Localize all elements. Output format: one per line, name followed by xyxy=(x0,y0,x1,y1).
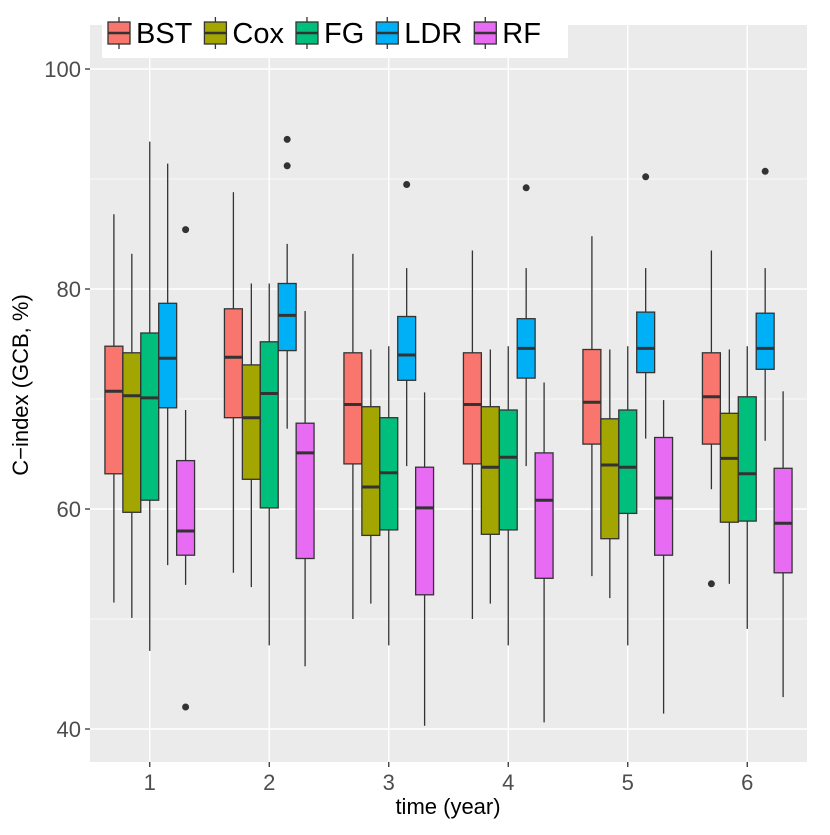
box-LDR-1 xyxy=(158,163,178,566)
box-body xyxy=(397,315,417,381)
box-LDR-5 xyxy=(636,173,656,439)
box-Cox-1 xyxy=(122,253,142,618)
y-tick-label: 60 xyxy=(57,497,81,522)
outlier-point xyxy=(642,173,650,181)
box-body xyxy=(600,418,620,540)
x-tick-label: 2 xyxy=(263,770,275,795)
legend-item-Cox: Cox xyxy=(203,17,284,50)
x-tick-label: 5 xyxy=(622,770,634,795)
box-LDR-6 xyxy=(755,167,775,441)
x-tick-label: 3 xyxy=(383,770,395,795)
box-BST-5 xyxy=(582,236,602,577)
legend: BST Cox FG LDR RF xyxy=(102,8,568,58)
y-tick-label: 80 xyxy=(57,277,81,302)
outlier-point xyxy=(182,703,190,711)
box-body xyxy=(104,345,124,475)
box-body xyxy=(241,364,261,480)
outlier-point xyxy=(761,167,769,175)
box-Cox-3 xyxy=(361,349,381,604)
outlier-point xyxy=(707,580,715,588)
box-body xyxy=(277,282,297,352)
box-body xyxy=(534,452,554,579)
box-Cox-4 xyxy=(480,349,500,604)
box-body xyxy=(175,459,196,556)
outlier-point xyxy=(182,226,190,234)
box-body xyxy=(618,409,638,515)
legend-label: RF xyxy=(502,18,541,50)
outlier-point xyxy=(283,162,291,170)
box-body xyxy=(259,341,279,509)
box-body xyxy=(737,396,757,522)
box-FG-4 xyxy=(498,346,518,646)
box-FG-6 xyxy=(737,346,757,629)
y-axis-title: C−index (GCB, %) xyxy=(8,294,33,476)
box-body xyxy=(343,352,363,465)
box-RF-5 xyxy=(653,400,674,714)
box-FG-1 xyxy=(140,141,160,651)
box-body xyxy=(755,312,775,370)
y-tick-label: 40 xyxy=(57,717,81,742)
box-BST-6 xyxy=(701,250,722,588)
box-body xyxy=(414,466,435,596)
box-BST-2 xyxy=(223,192,244,573)
box-body xyxy=(140,332,160,501)
box-body xyxy=(498,409,518,531)
box-BST-1 xyxy=(104,214,124,603)
box-body xyxy=(295,422,315,560)
x-tick-label: 1 xyxy=(144,770,156,795)
legend-item-LDR: LDR xyxy=(375,17,462,50)
outlier-point xyxy=(522,184,530,192)
outlier-point xyxy=(403,181,411,188)
axis-layer: 40 60 80 100 1 2 3 4 5 6 xyxy=(44,57,753,795)
box-body xyxy=(122,352,142,513)
legend-label: BST xyxy=(136,18,193,50)
box-LDR-4 xyxy=(516,184,536,467)
box-body xyxy=(462,352,483,465)
box-body xyxy=(773,467,793,574)
box-body xyxy=(223,308,244,419)
legend-item-FG: FG xyxy=(295,17,364,50)
x-tick-label: 4 xyxy=(502,770,514,795)
box-RF-2 xyxy=(295,311,315,667)
legend-item-BST: BST xyxy=(107,17,193,50)
box-RF-4 xyxy=(534,382,554,723)
box-Cox-2 xyxy=(241,283,261,588)
box-body xyxy=(701,352,722,445)
box-FG-2 xyxy=(259,283,279,646)
box-RF-6 xyxy=(773,391,793,698)
outlier-point xyxy=(283,135,291,143)
box-LDR-2 xyxy=(277,135,297,429)
x-tick-label: 6 xyxy=(741,770,753,795)
box-BST-4 xyxy=(462,250,483,619)
box-body xyxy=(158,302,178,409)
box-body xyxy=(636,311,656,374)
box-BST-3 xyxy=(343,253,363,619)
box-body xyxy=(480,406,500,535)
box-layer xyxy=(104,135,793,726)
box-RF-1 xyxy=(175,226,196,711)
legend-label: Cox xyxy=(232,18,284,50)
box-FG-5 xyxy=(618,346,638,646)
box-body xyxy=(653,436,674,556)
box-LDR-3 xyxy=(397,181,417,467)
box-RF-3 xyxy=(414,392,435,726)
legend-label: FG xyxy=(324,18,364,50)
y-tick-label: 100 xyxy=(44,57,81,82)
box-body xyxy=(582,348,602,445)
box-FG-3 xyxy=(379,346,399,646)
box-body xyxy=(719,412,739,523)
box-body xyxy=(361,406,381,537)
panel-background xyxy=(90,25,807,762)
x-axis-title: time (year) xyxy=(395,794,500,819)
legend-label: LDR xyxy=(404,18,462,50)
legend-item-RF: RF xyxy=(473,17,541,50)
